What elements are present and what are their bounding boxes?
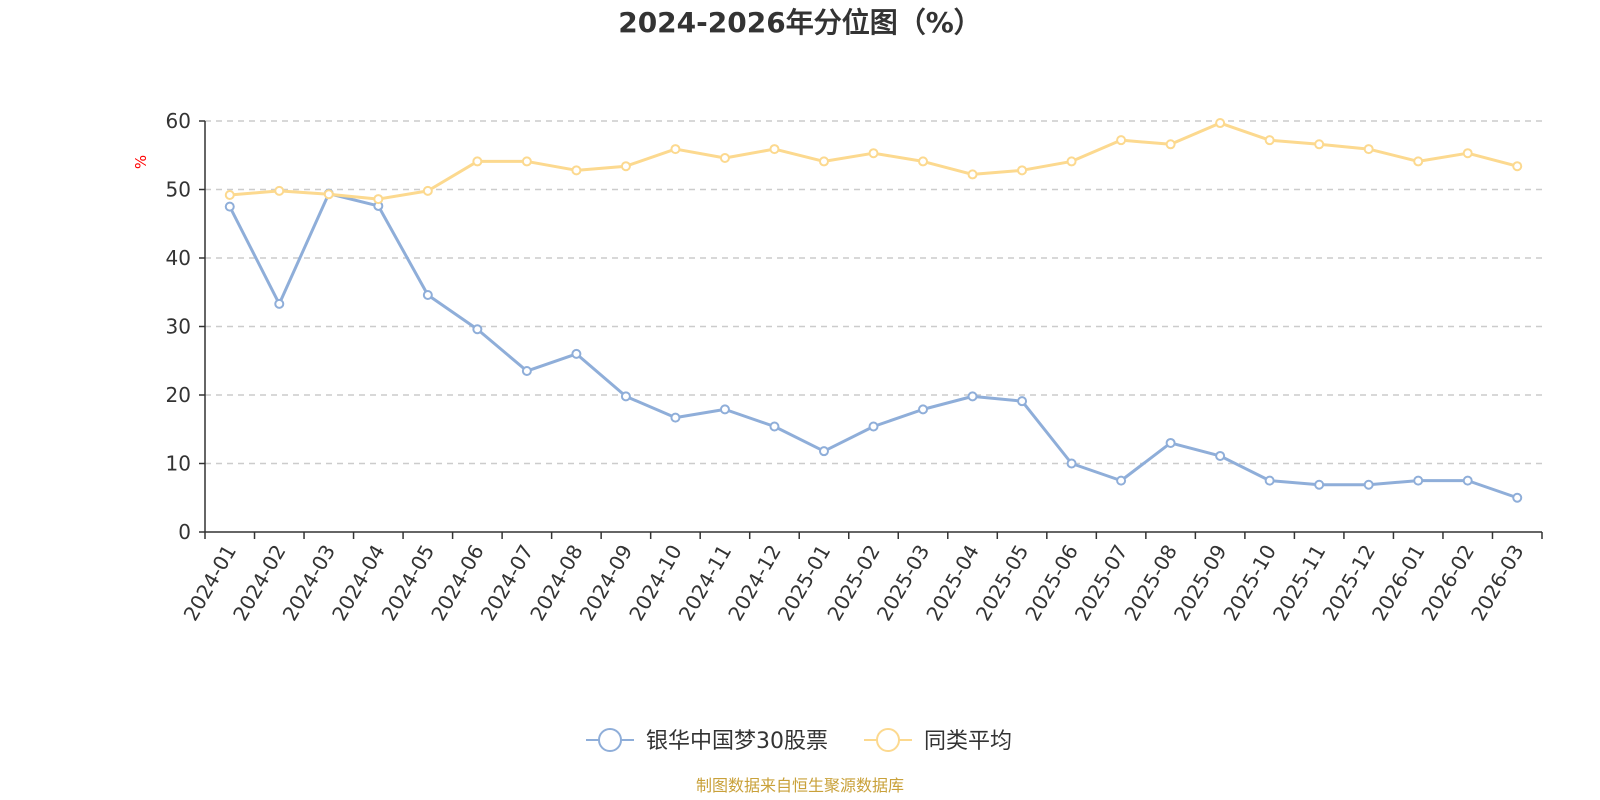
data-point-series-2[interactable]	[274, 185, 285, 196]
data-point-series-1[interactable]	[1363, 479, 1374, 490]
series-lines	[224, 118, 1523, 503]
data-point-series-1[interactable]	[1314, 479, 1325, 490]
data-point-series-1[interactable]	[868, 421, 879, 432]
y-tick-label: 10	[166, 452, 191, 476]
data-point-series-2[interactable]	[422, 185, 433, 196]
y-tick-label: 40	[166, 246, 191, 270]
y-tick-label: 60	[166, 109, 191, 133]
y-tick-label: 50	[166, 178, 191, 202]
y-tick-label: 0	[178, 520, 191, 544]
data-point-series-2[interactable]	[1066, 156, 1077, 167]
data-point-series-2[interactable]	[323, 189, 334, 200]
data-point-series-1[interactable]	[1462, 475, 1473, 486]
data-point-series-2[interactable]	[1413, 156, 1424, 167]
data-point-series-1[interactable]	[1512, 492, 1523, 503]
data-point-series-1[interactable]	[967, 391, 978, 402]
legend[interactable]: 银华中国梦30股票 同类平均	[586, 728, 1012, 754]
data-point-series-2[interactable]	[1017, 165, 1028, 176]
data-point-series-2[interactable]	[1462, 148, 1473, 159]
data-point-series-1[interactable]	[1066, 458, 1077, 469]
data-point-series-1[interactable]	[1017, 396, 1028, 407]
data-point-series-2[interactable]	[224, 189, 235, 200]
data-point-series-1[interactable]	[1116, 475, 1127, 486]
series-line-2	[229, 121, 1518, 201]
data-point-series-2[interactable]	[918, 156, 929, 167]
legend-item-1[interactable]: 银华中国梦30股票	[586, 728, 828, 754]
data-point-series-2[interactable]	[1165, 139, 1176, 150]
data-point-series-1[interactable]	[274, 298, 285, 309]
data-point-series-1[interactable]	[1264, 475, 1275, 486]
data-point-series-1[interactable]	[571, 348, 582, 359]
data-point-series-1[interactable]	[670, 412, 681, 423]
data-point-series-1[interactable]	[719, 404, 730, 415]
data-point-series-2[interactable]	[1314, 139, 1325, 150]
data-point-series-2[interactable]	[1264, 135, 1275, 146]
data-point-series-2[interactable]	[1363, 144, 1374, 155]
chart-title: 2024-2026年分位图（%）	[618, 6, 982, 39]
y-tick-labels: 0 10 20 30 40 50 60	[166, 109, 191, 544]
data-point-series-1[interactable]	[521, 366, 532, 377]
legend-label: 同类平均	[924, 729, 1012, 754]
data-point-series-2[interactable]	[1215, 118, 1226, 129]
legend-marker	[598, 728, 622, 752]
data-point-series-2[interactable]	[818, 156, 829, 167]
data-point-series-2[interactable]	[1512, 161, 1523, 172]
data-point-series-1[interactable]	[1215, 450, 1226, 461]
data-point-series-2[interactable]	[769, 144, 780, 155]
legend-label: 银华中国梦30股票	[646, 729, 828, 754]
axes	[199, 120, 1543, 539]
data-point-series-2[interactable]	[373, 194, 384, 205]
y-tick-label: 20	[166, 383, 191, 407]
data-point-series-2[interactable]	[868, 148, 879, 159]
data-point-series-2[interactable]	[521, 156, 532, 167]
data-point-series-1[interactable]	[818, 446, 829, 457]
data-point-series-2[interactable]	[670, 144, 681, 155]
data-point-series-2[interactable]	[620, 161, 631, 172]
y-axis-unit: %	[132, 155, 150, 169]
data-point-series-1[interactable]	[620, 391, 631, 402]
data-point-series-2[interactable]	[571, 165, 582, 176]
data-point-series-1[interactable]	[1165, 437, 1176, 448]
data-point-series-1[interactable]	[472, 324, 483, 335]
data-point-series-1[interactable]	[1413, 475, 1424, 486]
x-tick-labels: 2024-012024-022024-032024-042024-052024-…	[179, 541, 1529, 625]
data-point-series-1[interactable]	[769, 421, 780, 432]
series-line-1	[228, 192, 1518, 500]
y-tick-label: 30	[166, 315, 191, 339]
data-point-series-1[interactable]	[422, 289, 433, 300]
data-point-series-2[interactable]	[967, 169, 978, 180]
data-point-series-2[interactable]	[1116, 135, 1127, 146]
data-point-series-2[interactable]	[719, 152, 730, 163]
legend-marker	[876, 728, 900, 752]
data-point-series-1[interactable]	[224, 201, 235, 212]
source-note: 制图数据来自恒生聚源数据库	[696, 776, 904, 795]
data-point-series-2[interactable]	[472, 156, 483, 167]
legend-item-2[interactable]: 同类平均	[864, 728, 1012, 754]
grid-lines	[205, 120, 1542, 465]
data-point-series-1[interactable]	[918, 404, 929, 415]
